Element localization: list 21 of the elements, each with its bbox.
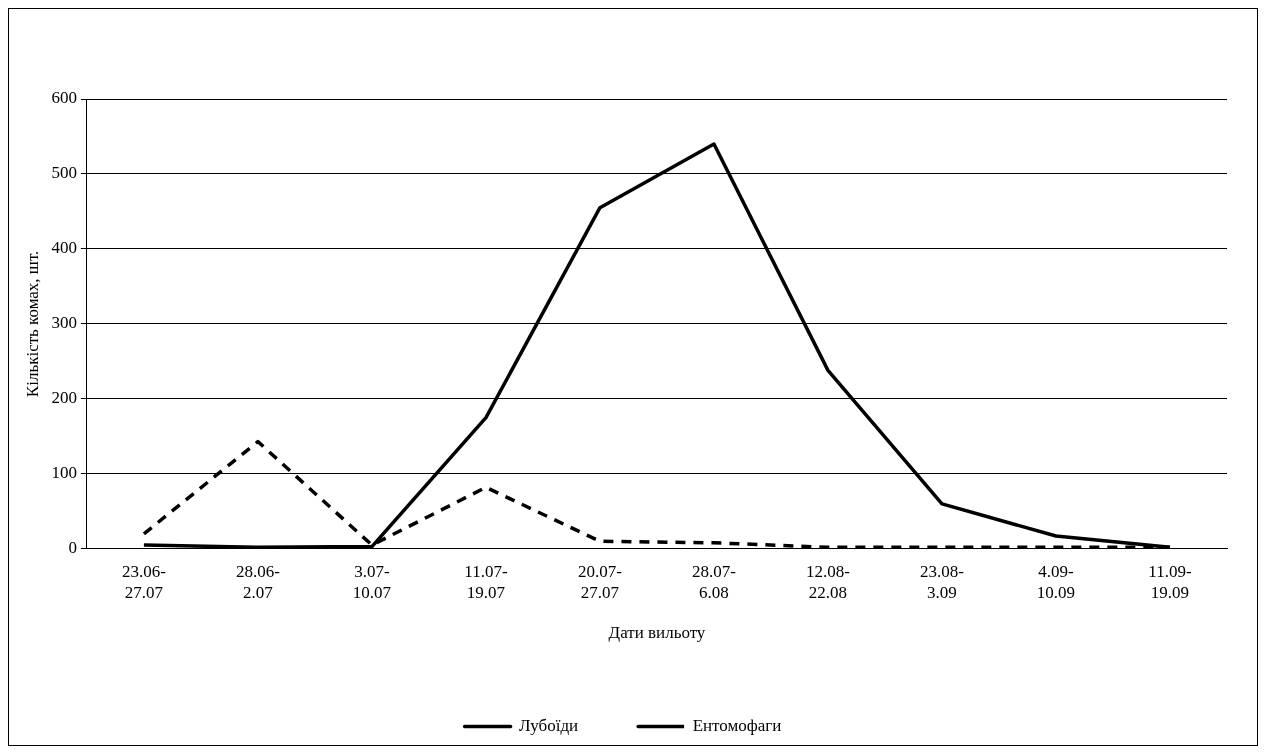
y-tick-label: 200	[51, 388, 77, 408]
x-tick-label: 28.07-6.08	[691, 562, 737, 602]
legend-label: Ентомофаги	[692, 715, 782, 735]
legend-label: Лубоїди	[519, 715, 579, 735]
y-axis-title: Кількість комах, шт.	[22, 250, 42, 398]
x-tick-label: 11.09-19.09	[1148, 562, 1192, 602]
x-tick-label: 20.07-27.07	[577, 562, 623, 602]
x-tick-label: 12.08-22.08	[806, 562, 851, 602]
y-tick-label: 600	[51, 88, 77, 108]
y-tick-label: 100	[51, 463, 77, 483]
x-tick-label: 3.07-10.07	[352, 562, 392, 602]
y-tick-label: 300	[51, 313, 77, 333]
y-tick-label: 500	[51, 163, 77, 183]
y-tick-label: 400	[51, 238, 77, 258]
x-tick-label: 28.06-2.07	[235, 562, 281, 602]
x-tick-label: 23.08-3.09	[920, 562, 965, 602]
x-tick-label: 4.09-10.09	[1036, 562, 1076, 602]
x-tick-label: 23.06-27.07	[121, 562, 167, 602]
x-axis-title: Дати вильоту	[608, 623, 706, 643]
x-tick-label: 11.07-19.07	[464, 562, 508, 602]
y-tick-label: 0	[68, 538, 77, 558]
